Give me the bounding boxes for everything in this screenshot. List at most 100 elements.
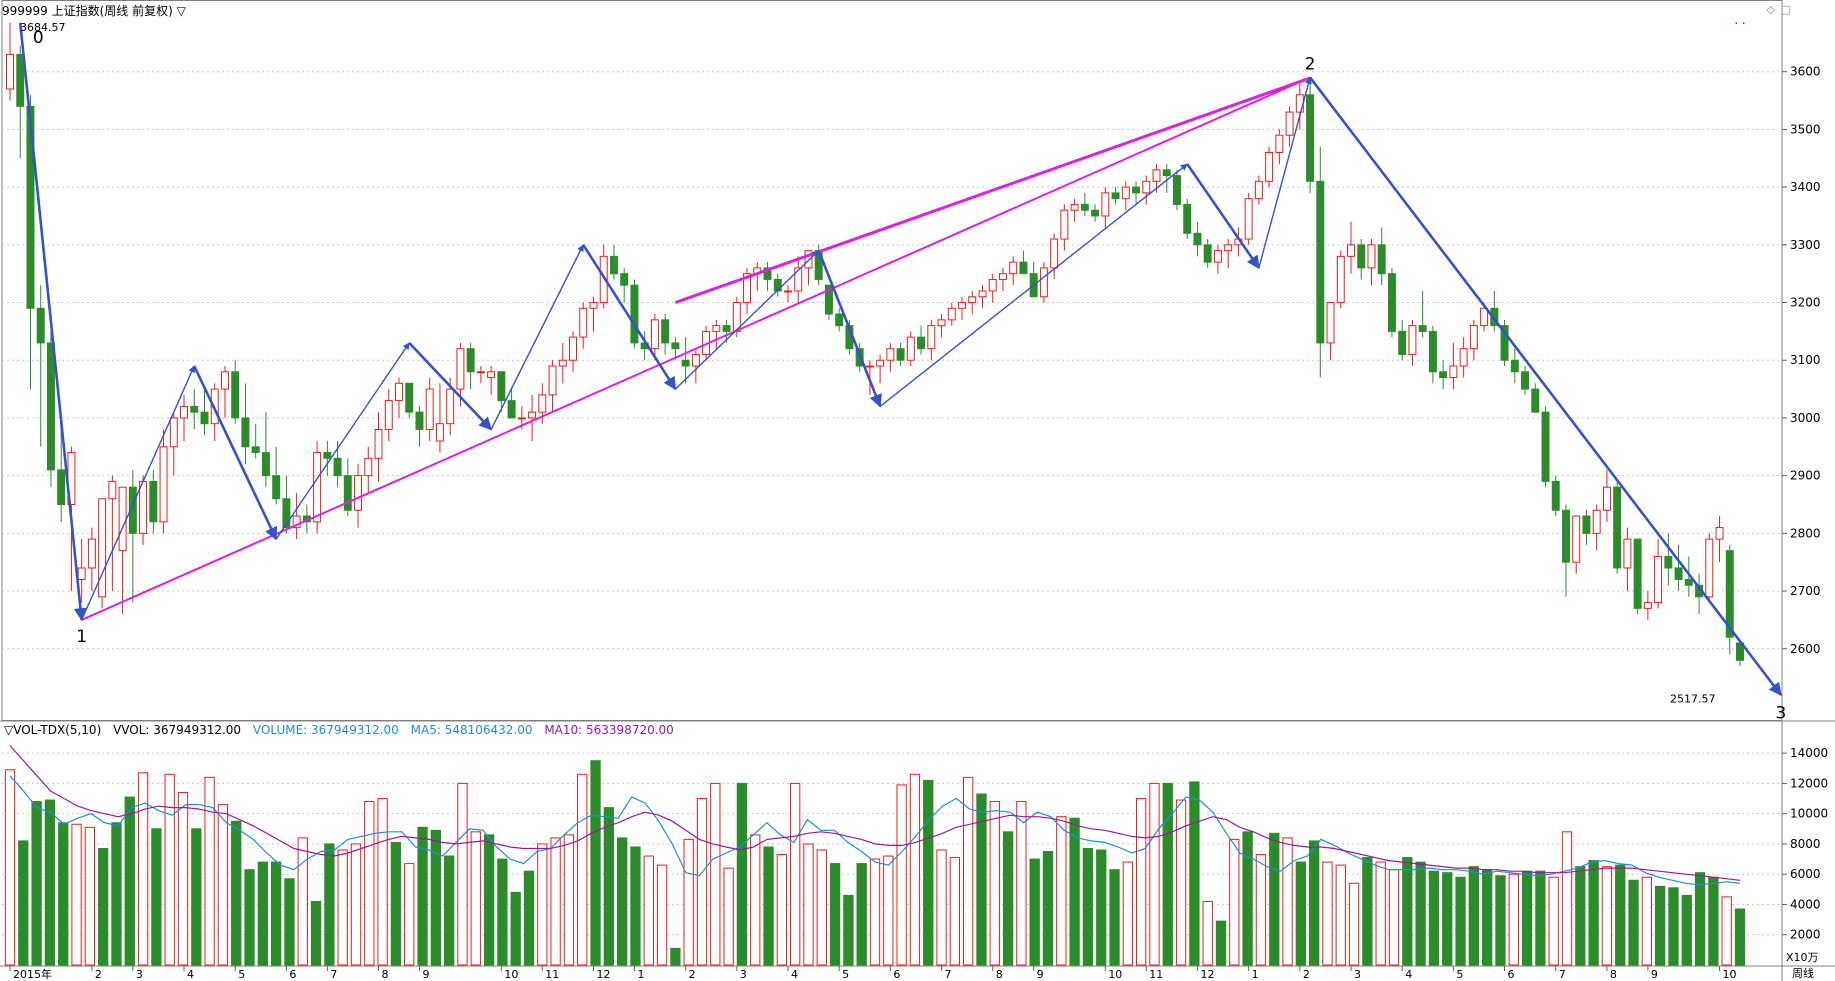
- maximize-icon[interactable]: □: [1780, 3, 1791, 16]
- date-tick-label: 9: [422, 968, 429, 981]
- date-tick-label: 3: [740, 968, 747, 981]
- candle-down: [1091, 209, 1100, 217]
- candle-down: [722, 325, 731, 332]
- candle-down: [128, 486, 137, 534]
- volume-bar-down: [430, 829, 442, 966]
- candle-up: [1347, 244, 1355, 257]
- volume-bar-up: [789, 782, 801, 966]
- volume-bar-up: [137, 772, 149, 966]
- candle-up: [1408, 325, 1417, 355]
- candle-down: [466, 348, 475, 373]
- volume-bar-down: [843, 894, 854, 966]
- candle-down: [896, 348, 905, 361]
- candle-down: [1111, 192, 1120, 200]
- candle-up: [6, 53, 14, 90]
- candle-up: [517, 417, 526, 420]
- candle-down: [1173, 175, 1181, 205]
- volume-bar-up: [1229, 838, 1240, 966]
- volume-bar-down: [97, 847, 109, 966]
- candle-up: [1039, 267, 1048, 298]
- candle-up: [958, 302, 966, 309]
- candle-up: [538, 394, 547, 413]
- volume-indicator-name[interactable]: ▽VOL-TDX(5,10): [4, 723, 102, 737]
- candle-down: [1633, 538, 1642, 609]
- date-tick-label: 8: [1610, 968, 1617, 981]
- date-tick-label: 1: [637, 968, 644, 981]
- candle-down: [1582, 515, 1591, 534]
- volume-bar-down: [443, 855, 455, 966]
- volume-bar-up: [1641, 876, 1653, 966]
- wave-label: 1: [76, 627, 87, 647]
- candle-down: [415, 411, 424, 430]
- date-tick-label: 9: [1651, 968, 1658, 981]
- candle-up: [364, 457, 373, 477]
- volume-bar-down: [31, 801, 42, 966]
- candle-down: [1531, 388, 1540, 413]
- volume-bar-down: [1096, 849, 1107, 966]
- candle-up: [98, 498, 107, 598]
- volume-bar-down: [603, 807, 615, 966]
- volume-bar-down: [1442, 872, 1453, 966]
- wave-line: [582, 244, 677, 391]
- candle-up: [886, 348, 895, 361]
- volume-bar-up: [350, 843, 362, 966]
- date-tick-label: 2015年: [13, 967, 52, 981]
- candle-up: [1254, 180, 1263, 200]
- wave-line: [674, 250, 820, 390]
- volume-bar-up: [1721, 896, 1732, 966]
- volume-unit-label: X10万: [1786, 951, 1819, 964]
- volume-bar-down: [1242, 831, 1253, 966]
- candle-up: [1152, 169, 1161, 182]
- candle-up: [139, 480, 148, 534]
- volume-bar-up: [470, 831, 481, 966]
- candle-up: [712, 325, 721, 332]
- wave-line: [1258, 76, 1312, 269]
- restore-icon[interactable]: ◇: [1766, 3, 1775, 16]
- volume-bar-down: [670, 947, 681, 966]
- candle-up: [1449, 365, 1458, 379]
- candle-up: [1715, 527, 1724, 540]
- date-tick-label: 3: [1354, 968, 1361, 981]
- volume-bar-up: [537, 843, 548, 966]
- wave-label: 3: [1776, 703, 1787, 723]
- candle-up: [1572, 515, 1581, 563]
- volume-bar-down: [231, 820, 242, 966]
- candle-up: [978, 290, 987, 298]
- candle-down: [630, 284, 639, 344]
- candle-down: [1428, 330, 1437, 373]
- candle-down: [671, 342, 680, 350]
- volume-bar-down: [244, 869, 255, 966]
- wave-label: 2: [1305, 54, 1316, 74]
- volume-bar-up: [1601, 866, 1613, 966]
- volume-tick-label: 6000: [1790, 867, 1821, 881]
- date-tick-label: 3: [136, 968, 143, 981]
- volume-bar-down: [1215, 920, 1227, 966]
- volume-bar-down: [390, 841, 402, 966]
- volume-bar-down: [1521, 870, 1533, 966]
- volume-bar-up: [1508, 873, 1519, 966]
- volume-bar-down: [1495, 875, 1506, 966]
- candle-up: [569, 336, 577, 361]
- candle-down: [36, 307, 45, 344]
- volume-bar-up: [1548, 876, 1559, 966]
- volume-bar-up: [4, 769, 16, 966]
- date-tick-label: 9: [1037, 968, 1044, 981]
- volume-header: ▽VOL-TDX(5,10) VVOL: 367949312.00 VOLUME…: [4, 723, 682, 737]
- volume-bar-down: [1069, 817, 1080, 966]
- candle-down: [46, 342, 55, 471]
- candle-down: [917, 336, 926, 350]
- candle-down: [333, 457, 342, 477]
- candle-up: [1244, 198, 1253, 240]
- candle-down: [609, 255, 618, 275]
- candle-down: [1377, 244, 1386, 275]
- candle-up: [1213, 250, 1222, 263]
- volume-bar-down: [829, 863, 841, 966]
- wave-line: [879, 163, 1188, 407]
- volume-bar-down: [763, 846, 774, 966]
- candle-up: [180, 405, 189, 419]
- candle-up: [1623, 538, 1632, 569]
- date-tick-label: 12: [596, 968, 610, 981]
- volume-bar-down: [590, 760, 601, 966]
- volume-bar-down: [630, 846, 641, 966]
